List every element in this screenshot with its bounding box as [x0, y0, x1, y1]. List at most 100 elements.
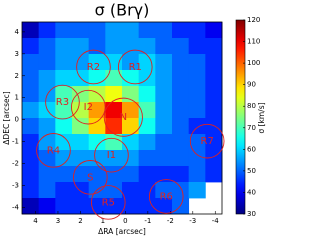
heatmap-cell: [88, 166, 106, 183]
heatmap-cell: [172, 166, 190, 183]
heatmap-cell: [155, 134, 173, 151]
heatmap-cell: [155, 22, 173, 39]
heatmap-cell: [205, 102, 223, 119]
heatmap-cell: [122, 70, 140, 87]
heatmap-cell: [188, 86, 206, 103]
heatmap-cell: [155, 38, 173, 55]
plot-frame: [21, 21, 223, 215]
region-label: N: [120, 112, 127, 123]
heatmap-cell: [122, 150, 140, 167]
region-circle: [90, 185, 126, 220]
y-tick-label: 1: [15, 94, 19, 102]
heatmap-cell: [72, 134, 90, 151]
heatmap-cell: [55, 86, 73, 103]
heatmap-cell: [122, 166, 140, 183]
heatmap-cell: [105, 38, 123, 55]
heatmap-cell: [172, 70, 190, 87]
region-circle: [73, 160, 108, 195]
heatmap-cell: [105, 150, 123, 167]
heatmap-cell: [88, 22, 106, 39]
y-tick-label: -2: [12, 160, 19, 168]
region-circle: [45, 84, 80, 120]
region-circle: [103, 97, 143, 137]
heatmap-cell: [88, 118, 106, 135]
heatmap-cell: [88, 150, 106, 167]
y-tick-label: -3: [12, 181, 19, 189]
x-tick-label: 1: [101, 217, 105, 225]
heatmap-cell: [105, 70, 123, 87]
heatmap-cell: [72, 150, 90, 167]
heatmap-cell: [205, 134, 223, 151]
y-tick-label: 4: [15, 28, 20, 36]
heatmap-cell: [172, 182, 190, 199]
heatmap-cell: [38, 38, 56, 55]
heatmap-cell: [22, 86, 40, 103]
colorbar-tick-label: 100: [247, 59, 260, 67]
region-label: R7: [201, 136, 214, 147]
heatmap-cell: [22, 70, 40, 87]
heatmap-cell: [55, 102, 73, 119]
heatmap-cell: [138, 198, 156, 215]
heatmap-cell: [105, 22, 123, 39]
heatmap-cell: [188, 150, 206, 167]
colorbar-tick-label: 110: [247, 38, 260, 46]
heatmap-cell: [55, 70, 73, 87]
heatmap-cell: [88, 134, 106, 151]
colorbar-tick-label: 40: [247, 188, 256, 196]
heatmap-cell: [72, 86, 90, 103]
heatmap-cell: [105, 198, 123, 215]
region-circle: [148, 179, 184, 214]
colorbar-tick-label: 120: [247, 16, 260, 24]
heatmap-cell: [72, 166, 90, 183]
heatmap-cell: [172, 118, 190, 135]
x-tick-label: -1: [144, 217, 151, 225]
heatmap-cell: [55, 22, 73, 39]
heatmap-cell: [105, 166, 123, 183]
heatmap-cell: [138, 38, 156, 55]
heatmap-cell: [72, 118, 90, 135]
heatmap-cell: [72, 102, 90, 119]
heatmap-cell: [88, 38, 106, 55]
heatmap-cell: [205, 118, 223, 135]
heatmap-cell: [122, 182, 140, 199]
heatmap-cell: [205, 166, 223, 183]
chart: σ (Brγ) ΔRA [arcsec] ΔDEC [arcsec] σ [km…: [2, 1, 266, 237]
heatmap-cell: [55, 166, 73, 183]
x-axis-label: ΔRA [arcsec]: [98, 227, 146, 236]
heatmap-cell: [55, 38, 73, 55]
heatmap-cell: [188, 22, 206, 39]
region-label: R5: [102, 197, 115, 208]
heatmap-cell: [22, 54, 40, 71]
region-circle: [189, 123, 225, 159]
region-label: S: [87, 172, 93, 183]
heatmap-cell: [122, 22, 140, 39]
y-tick-label: -1: [12, 138, 19, 146]
region-label: R6: [160, 191, 173, 202]
heatmap-cell: [22, 22, 40, 39]
heatmap-cell: [55, 134, 73, 151]
heatmap-cell: [188, 182, 206, 199]
heatmap-cell: [122, 198, 140, 215]
heatmap-cell: [22, 198, 40, 215]
chart-title: σ (Brγ): [95, 1, 150, 20]
region-label: R3: [56, 97, 69, 108]
heatmap-cell: [88, 102, 106, 119]
heatmap-cell: [55, 150, 73, 167]
heatmap-cell: [22, 166, 40, 183]
x-tick-label: -2: [167, 217, 174, 225]
heatmap-cell: [22, 182, 40, 199]
heatmap-cell: [105, 182, 123, 199]
heatmap-cell: [105, 102, 123, 119]
heatmap-cell: [172, 102, 190, 119]
heatmap-cell: [38, 70, 56, 87]
heatmap-cell: [122, 118, 140, 135]
heatmap-cell: [188, 102, 206, 119]
heatmap-cell: [72, 198, 90, 215]
region-circle: [70, 89, 106, 125]
heatmap-cell: [122, 38, 140, 55]
heatmap-cell: [22, 134, 40, 151]
heatmap-cell: [155, 198, 173, 215]
heatmap-cell: [55, 198, 73, 215]
heatmap-cell: [138, 102, 156, 119]
x-tick-label: 4: [33, 217, 38, 225]
